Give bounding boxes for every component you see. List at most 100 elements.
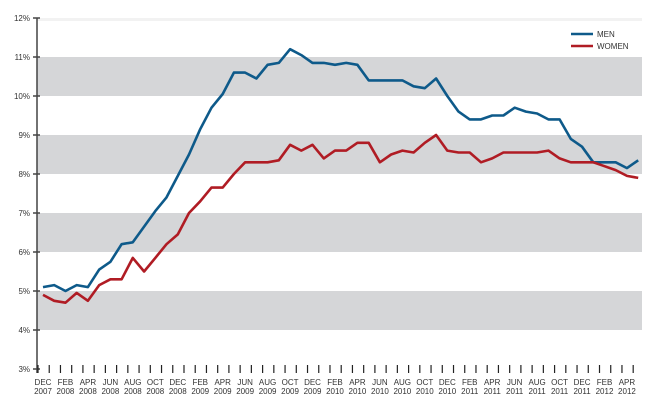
series-line-men [42,47,639,293]
x-tick-label: DEC 2009 [304,378,322,396]
x-tick-year: 2012 [618,387,636,396]
x-tick-month: FEB [462,378,478,387]
x-tick-label: DEC 2008 [169,378,187,396]
x-tick-month: DEC [169,378,186,387]
y-tick-label: 3% [18,365,30,374]
x-tick-year: 2011 [506,387,524,396]
x-tick-label: AUG 2010 [393,378,411,396]
x-tick-label: FEB 2012 [596,378,614,396]
x-tick-year: 2008 [169,387,187,396]
x-tick-month: APR [214,378,231,387]
x-tick-label: FEB 2011 [461,378,479,396]
x-tick-label: APR 2009 [214,378,232,396]
x-tick-month: APR [484,378,501,387]
x-tick-month: AUG [528,378,545,387]
x-tick-month: DEC [574,378,591,387]
x-tick-month: DEC [439,378,456,387]
x-tick-year: 2011 [484,387,502,396]
top-edge [37,18,642,21]
x-tick-month: JUN [237,378,253,387]
x-tick-month: APR [80,378,97,387]
series-line-women [42,133,639,305]
x-tick-label: AUG 2011 [528,378,546,396]
legend-label-men: MEN [597,30,615,39]
x-tick-label: APR 2011 [484,378,502,396]
x-tick-label: OCT 2011 [551,378,569,396]
x-tick-label: FEB 2010 [326,378,344,396]
x-tick-year: 2010 [349,387,367,396]
x-tick-year: 2010 [326,387,344,396]
x-tick-label: APR 2012 [618,378,636,396]
x-tick-label: FEB 2009 [191,378,209,396]
x-tick-month: FEB [58,378,74,387]
axes [33,17,643,373]
x-tick-year: 2012 [596,387,614,396]
y-tick-label: 6% [18,248,30,257]
y-tick-label: 10% [14,92,30,101]
x-tick-year: 2011 [461,387,479,396]
x-tick-month: FEB [192,378,208,387]
x-tick-month: DEC [35,378,52,387]
x-tick-month: OCT [282,378,299,387]
y-tick-label: 7% [18,209,30,218]
x-tick-year: 2009 [236,387,254,396]
y-tick-label: 4% [18,326,30,335]
y-tick-label: 11% [15,53,30,62]
grid-band [37,291,642,330]
x-tick-label: AUG 2009 [259,378,277,396]
x-tick-label: JUN 2010 [371,378,389,396]
x-tick-year: 2008 [57,387,75,396]
x-tick-year: 2011 [573,387,591,396]
series-lines [42,47,639,305]
x-tick-year: 2008 [101,387,119,396]
x-tick-month: OCT [416,378,433,387]
x-tick-month: DEC [304,378,321,387]
y-axis-labels: 3% 4% 5% 6% 7% 8% 9% 10% 11% 12% [14,14,30,374]
x-tick-label: JUN 2009 [236,378,254,396]
x-tick-year: 2009 [214,387,232,396]
x-tick-year: 2009 [281,387,299,396]
x-tick-label: JUN 2008 [101,378,119,396]
y-tick-label: 5% [18,287,30,296]
x-tick-year: 2008 [124,387,142,396]
x-tick-year: 2008 [79,387,97,396]
x-tick-year: 2007 [34,387,52,396]
x-tick-label: APR 2008 [79,378,97,396]
x-tick-year: 2011 [551,387,569,396]
x-tick-month: JUN [507,378,523,387]
grid-band [37,213,642,252]
legend: MEN WOMEN [571,30,629,51]
x-tick-year: 2010 [416,387,434,396]
x-tick-year: 2008 [146,387,164,396]
x-tick-label: FEB 2008 [57,378,75,396]
y-tick-label: 9% [18,131,30,140]
x-tick-label: DEC 2007 [34,378,52,396]
x-tick-month: FEB [597,378,613,387]
x-tick-month: OCT [147,378,164,387]
x-tick-label: JUN 2011 [506,378,524,396]
x-tick-month: JUN [103,378,119,387]
x-tick-month: JUN [372,378,388,387]
x-tick-month: AUG [259,378,276,387]
x-tick-month: APR [349,378,366,387]
x-tick-month: OCT [551,378,568,387]
x-tick-month: FEB [327,378,343,387]
x-tick-label: AUG 2008 [124,378,142,396]
x-tick-label: OCT 2008 [146,378,164,396]
x-tick-month: AUG [394,378,411,387]
x-tick-label: OCT 2010 [416,378,434,396]
x-tick-year: 2010 [438,387,456,396]
x-tick-label: DEC 2010 [438,378,456,396]
grid-bands [37,18,642,330]
x-tick-label: DEC 2011 [573,378,591,396]
legend-label-women: WOMEN [597,42,629,51]
x-tick-year: 2010 [393,387,411,396]
x-tick-year: 2009 [304,387,322,396]
x-tick-month: APR [619,378,636,387]
x-tick-label: APR 2010 [349,378,367,396]
x-tick-year: 2011 [529,387,547,396]
x-tick-year: 2010 [371,387,389,396]
y-tick-label: 12% [14,14,30,23]
